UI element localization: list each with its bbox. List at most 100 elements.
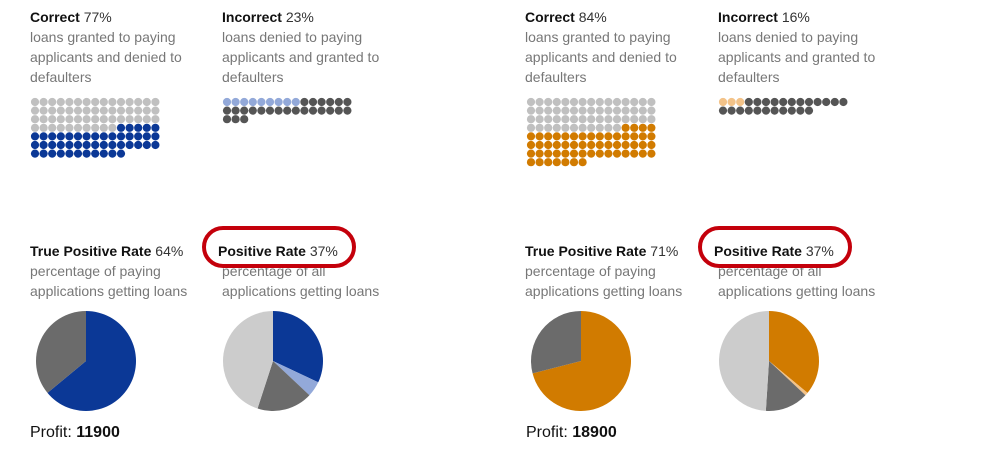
waffle-dot bbox=[99, 140, 108, 150]
waffle-dot bbox=[753, 97, 762, 107]
profit-1: Profit: 11900 bbox=[30, 424, 120, 442]
waffle-dot bbox=[91, 149, 100, 158]
waffle-dot bbox=[56, 132, 65, 141]
waffle-dot bbox=[561, 132, 570, 141]
tpr-description: percentage of paying applications gettin… bbox=[525, 263, 683, 299]
waffle-dot bbox=[48, 97, 57, 107]
waffle-dot bbox=[569, 106, 579, 115]
waffle-dot bbox=[604, 140, 613, 150]
pr-pie-1 bbox=[223, 311, 323, 411]
waffle-dot bbox=[82, 123, 91, 132]
waffle-dot bbox=[830, 97, 839, 107]
waffle-dot bbox=[222, 115, 232, 124]
waffle-dot bbox=[248, 106, 257, 115]
waffle-dot bbox=[91, 140, 100, 150]
waffle-dot bbox=[595, 140, 604, 150]
waffle-dot bbox=[222, 106, 232, 115]
waffle-dot bbox=[291, 97, 300, 107]
waffle-dot bbox=[761, 97, 771, 107]
waffle-dot bbox=[587, 106, 596, 115]
pie-slice bbox=[36, 311, 86, 393]
waffle-dot bbox=[535, 132, 544, 141]
pie-slice bbox=[273, 361, 319, 396]
pr-heading-1: Positive Rate 37% bbox=[218, 242, 398, 260]
waffle-dot bbox=[30, 132, 40, 141]
profit-label: Profit: bbox=[30, 424, 72, 441]
waffle-dot bbox=[73, 140, 83, 150]
waffle-dot bbox=[578, 149, 587, 158]
waffle-dot bbox=[99, 115, 108, 124]
waffle-dot bbox=[787, 97, 796, 107]
waffle-dot bbox=[240, 97, 249, 107]
waffle-dot bbox=[552, 132, 561, 141]
waffle-dot bbox=[526, 132, 536, 141]
waffle-dot bbox=[552, 158, 561, 167]
waffle-dot bbox=[65, 149, 74, 158]
incorrect-description: loans denied to paying applicants and gr… bbox=[718, 29, 876, 85]
waffle-dot bbox=[612, 132, 622, 141]
waffle-dot bbox=[39, 123, 48, 132]
pie-slice bbox=[223, 311, 273, 409]
waffle-dot bbox=[638, 106, 647, 115]
waffle-dot bbox=[630, 149, 639, 158]
profit-2: Profit: 18900 bbox=[526, 424, 617, 442]
waffle-dot bbox=[604, 115, 613, 124]
waffle-dot bbox=[587, 149, 596, 158]
waffle-dot bbox=[142, 106, 151, 115]
correct-block-2: Correct 84% loans granted to paying appl… bbox=[525, 8, 705, 87]
waffle-dot bbox=[621, 106, 630, 115]
waffle-dot bbox=[56, 115, 65, 124]
correct-label: Correct bbox=[525, 9, 575, 25]
highlight-ring-2 bbox=[698, 226, 852, 268]
pie-slice bbox=[257, 361, 310, 411]
waffle-dot bbox=[604, 106, 613, 115]
waffle-dot bbox=[552, 106, 561, 115]
incorrect-value: 23% bbox=[285, 9, 314, 25]
waffle-dot bbox=[578, 132, 587, 141]
waffle-dot bbox=[65, 97, 74, 107]
correct-block-1: Correct 77% loans granted to paying appl… bbox=[30, 8, 210, 87]
waffle-dot bbox=[56, 123, 65, 132]
waffle-dot bbox=[82, 140, 91, 150]
pie-slice bbox=[719, 311, 769, 411]
waffle-dot bbox=[535, 97, 544, 107]
waffle-dot bbox=[39, 115, 48, 124]
waffle-dot bbox=[753, 106, 762, 115]
waffle-dot bbox=[134, 140, 143, 150]
waffle-dot bbox=[48, 123, 57, 132]
waffle-dot bbox=[142, 123, 151, 132]
waffle-dot bbox=[300, 97, 309, 107]
waffle-dot bbox=[116, 140, 126, 150]
waffle-dot bbox=[638, 132, 647, 141]
waffle-dot bbox=[48, 140, 57, 150]
waffle-dot bbox=[561, 149, 570, 158]
waffle-dot bbox=[73, 149, 83, 158]
waffle-dot bbox=[638, 149, 647, 158]
waffle-dot bbox=[125, 123, 134, 132]
waffle-dot bbox=[587, 123, 596, 132]
waffle-dot bbox=[595, 123, 604, 132]
pr-label: Positive Rate bbox=[714, 243, 802, 259]
waffle-dot bbox=[561, 158, 570, 167]
pie-slice bbox=[765, 361, 806, 411]
waffle-dot bbox=[39, 149, 48, 158]
waffle-dot bbox=[535, 158, 544, 167]
waffle-dot bbox=[116, 97, 126, 107]
waffle-dot bbox=[561, 106, 570, 115]
waffle-dot bbox=[787, 106, 796, 115]
waffle-dot bbox=[73, 132, 83, 141]
pie-slice bbox=[769, 311, 819, 393]
waffle-dot bbox=[630, 106, 639, 115]
incorrect-label: Incorrect bbox=[222, 9, 282, 25]
waffle-dot bbox=[569, 132, 579, 141]
waffle-dot bbox=[108, 123, 117, 132]
waffle-dot bbox=[39, 140, 48, 150]
waffle-dot bbox=[265, 106, 275, 115]
waffle-dot bbox=[56, 140, 65, 150]
waffle-dot bbox=[125, 140, 134, 150]
waffle-dot bbox=[116, 132, 126, 141]
waffle-dot bbox=[73, 115, 83, 124]
waffle-dot bbox=[291, 106, 300, 115]
waffle-dot bbox=[569, 97, 579, 107]
tpr-description: percentage of paying applications gettin… bbox=[30, 263, 188, 299]
